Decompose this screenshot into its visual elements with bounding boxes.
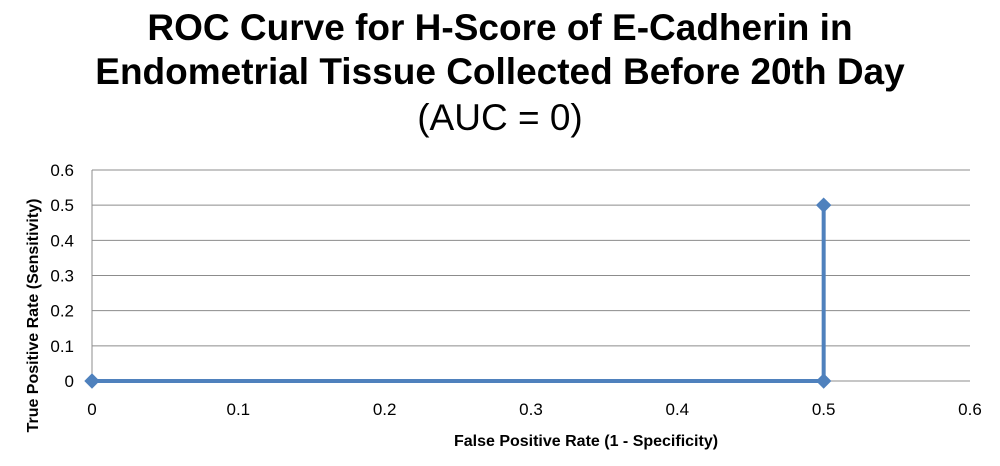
y-tick-label: 0.5	[50, 196, 74, 215]
y-axis-label: True Positive Rate (Sensitivity)	[25, 199, 42, 433]
chart-title: ROC Curve for H-Score of E-Cadherin in E…	[0, 0, 1000, 140]
series-group	[84, 197, 832, 389]
y-tick-label: 0.2	[50, 302, 74, 321]
chart-title-line-2: Endometrial Tissue Collected Before 20th…	[95, 51, 905, 92]
y-tick-label: 0.6	[50, 161, 74, 180]
data-point-marker	[815, 197, 832, 213]
x-tick-label: 0.5	[812, 400, 836, 419]
chart-subtitle: (AUC = 0)	[417, 97, 583, 138]
y-tick-label: 0.3	[50, 267, 74, 286]
x-tick-label: 0.3	[519, 400, 543, 419]
grid-lines	[92, 169, 970, 347]
series-line	[92, 205, 826, 383]
x-tick-label: 0.1	[227, 400, 251, 419]
x-tick-label: 0	[87, 400, 96, 419]
data-point-marker	[84, 373, 100, 389]
data-point-marker	[815, 373, 832, 389]
x-tick-label: 0.2	[373, 400, 397, 419]
x-axis-label: False Positive Rate (1 - Specificity)	[454, 433, 718, 450]
y-tick-labels: 0 0.1 0.2 0.3 0.4 0.5 0.6	[50, 161, 74, 391]
chart-title-line-1: ROC Curve for H-Score of E-Cadherin in	[147, 7, 853, 48]
y-tick-label: 0.1	[50, 337, 74, 356]
x-tick-label: 0.4	[666, 400, 690, 419]
y-tick-label: 0	[65, 372, 74, 391]
y-tick-label: 0.4	[50, 231, 74, 250]
x-tick-labels: 0 0.1 0.2 0.3 0.4 0.5 0.6	[87, 400, 982, 419]
x-tick-label: 0.6	[958, 400, 982, 419]
